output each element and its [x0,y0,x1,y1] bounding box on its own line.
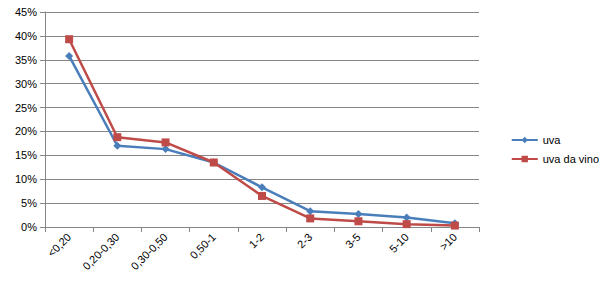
svg-text:35%: 35% [15,54,37,66]
svg-text:40%: 40% [15,30,37,42]
svg-text:2-3: 2-3 [295,231,315,251]
svg-text:0,20-0,30: 0,20-0,30 [80,231,121,272]
svg-text:5%: 5% [21,197,37,209]
svg-text:3-5: 3-5 [343,231,363,251]
svg-text:20%: 20% [15,125,37,137]
svg-text:uva da vino: uva da vino [543,153,599,165]
svg-text:1-2: 1-2 [247,231,267,251]
svg-text:45%: 45% [15,6,37,18]
svg-text:5-10: 5-10 [387,231,411,255]
svg-text:>10: >10 [437,231,459,253]
svg-text:25%: 25% [15,102,37,114]
svg-text:0,30-0,50: 0,30-0,50 [128,231,169,272]
svg-text:0%: 0% [21,221,37,233]
svg-text:uva: uva [543,134,562,146]
svg-text:30%: 30% [15,78,37,90]
svg-text:10%: 10% [15,173,37,185]
svg-text:0,50-1: 0,50-1 [188,231,219,262]
svg-text:15%: 15% [15,149,37,161]
svg-text:<0,20: <0,20 [45,231,73,259]
